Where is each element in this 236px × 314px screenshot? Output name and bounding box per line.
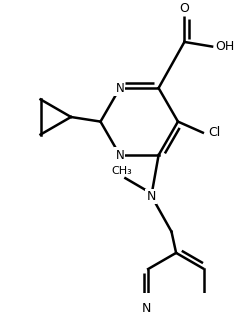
Text: N: N <box>142 302 151 314</box>
Text: CH₃: CH₃ <box>111 166 132 176</box>
Text: Cl: Cl <box>209 126 221 139</box>
Text: OH: OH <box>215 40 235 53</box>
Text: N: N <box>115 82 124 95</box>
Text: O: O <box>179 2 189 15</box>
Text: N: N <box>115 149 124 162</box>
Text: N: N <box>147 190 156 203</box>
